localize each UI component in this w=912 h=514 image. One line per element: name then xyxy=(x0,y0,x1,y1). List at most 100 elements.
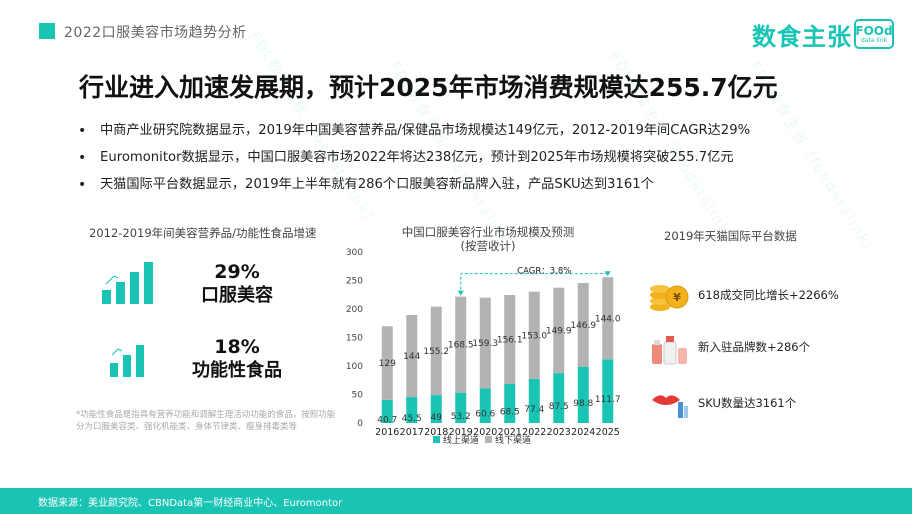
page-headline: 行业进入加速发展期，预计2025年市场消费规模达255.7亿元 xyxy=(79,73,778,102)
logo-text: 数食主张 xyxy=(752,22,852,51)
x-tick-label: 2022 xyxy=(522,427,546,438)
x-tick-label: 2018 xyxy=(424,427,448,438)
data-label-online: 40.7 xyxy=(377,415,397,425)
bar-offline xyxy=(479,297,491,389)
footer-bar: 数据来源：美业颜究院、CBNData第一财经商业中心、Euromontor xyxy=(0,488,912,514)
bar-offline xyxy=(455,296,467,393)
rising-bar-chart-icon xyxy=(110,345,144,377)
x-tick-label: 2020 xyxy=(473,427,497,438)
bar-online xyxy=(553,373,565,423)
bar-online xyxy=(479,388,491,423)
cagr-annotation: CAGR：3.8% xyxy=(517,267,571,277)
data-label-offline: 129 xyxy=(379,359,396,369)
bar-online xyxy=(406,397,418,423)
right-panel-title: 2019年天猫国际平台数据 xyxy=(664,229,797,243)
data-label-online: 49 xyxy=(431,413,443,423)
data-label-online: 68.5 xyxy=(500,407,520,417)
logo-badge: FOOd data link xyxy=(854,19,894,49)
bullet-item: 天猫国际平台数据显示，2019年上半年就有286个口服美容新品牌入驻，产品SKU… xyxy=(78,176,878,203)
bar-online xyxy=(602,359,614,423)
bar-offline xyxy=(381,326,393,400)
bar-offline xyxy=(577,282,589,367)
tmall-stat-text: 618成交同比增长+2266% xyxy=(698,288,839,302)
logo-badge-top: FOOd xyxy=(855,23,893,38)
data-label-offline: 153.0 xyxy=(521,331,547,341)
stat-label: 功能性食品 xyxy=(192,360,282,381)
data-label-online: 111.7 xyxy=(595,395,621,405)
x-tick-label: 2021 xyxy=(498,427,522,438)
bar-offline xyxy=(528,291,540,379)
stat-oral-beauty: 29% 口服美容 xyxy=(100,258,310,318)
stat-functional-food: 18% 功能性食品 xyxy=(100,333,310,393)
bar-offline xyxy=(553,287,565,374)
svg-text:¥: ¥ xyxy=(673,291,681,304)
legend-label-online: 线上渠道 xyxy=(443,434,479,446)
bar-online xyxy=(455,392,467,423)
tmall-stat-sku: SKU数量达3161个 xyxy=(648,384,888,424)
data-label-offline: 168.5 xyxy=(448,341,474,351)
x-tick-label: 2024 xyxy=(571,427,595,438)
x-tick-label: 2016 xyxy=(375,427,399,438)
legend-swatch-offline xyxy=(485,436,492,443)
tmall-stat-brands: 新入驻品牌数+286个 xyxy=(648,328,888,368)
cagr-connector xyxy=(460,273,609,295)
y-tick-label: 100 xyxy=(346,362,363,372)
chart-subtitle: (按营收计) xyxy=(460,239,516,253)
tmall-stat-text: 新入驻品牌数+286个 xyxy=(698,340,811,354)
rising-bar-chart-icon xyxy=(102,262,153,304)
x-tick-label: 2019 xyxy=(449,427,473,438)
bar-offline xyxy=(504,294,516,384)
data-label-offline: 144 xyxy=(403,352,420,362)
x-tick-label: 2017 xyxy=(400,427,424,438)
x-tick-label: 2025 xyxy=(596,427,620,438)
bar-online xyxy=(381,399,393,423)
stat-label: 口服美容 xyxy=(201,285,273,306)
cagr-arrow-right xyxy=(604,271,611,277)
stat-percent: 18% xyxy=(214,336,260,358)
x-tick-label: 2023 xyxy=(547,427,571,438)
data-label-online: 53.2 xyxy=(451,412,471,422)
header-accent-square xyxy=(39,23,55,39)
stat-percent: 29% xyxy=(214,261,260,283)
data-label-offline: 144.0 xyxy=(595,314,621,324)
bar-offline xyxy=(406,314,418,398)
cagr-arrow-left xyxy=(457,290,464,296)
logo-badge-sub: data link xyxy=(860,36,888,44)
data-label-online: 87.5 xyxy=(549,402,569,412)
bar-online xyxy=(528,378,540,423)
data-label-offline: 149.9 xyxy=(546,326,572,336)
data-label-online: 77.4 xyxy=(524,405,544,415)
bullet-item: 中商产业研究院数据显示，2019年中国美容营养品/保健品市场规模达149亿元，2… xyxy=(78,122,878,149)
bar-offline xyxy=(602,277,614,360)
tmall-stat-618: ¥ 618成交同比增长+2266% xyxy=(648,276,888,316)
header-title: 2022口服美容市场趋势分析 xyxy=(64,25,247,41)
brand-logo: 数食主张 FOOd data link xyxy=(752,18,894,51)
tmall-stat-text: SKU数量达3161个 xyxy=(698,396,797,410)
bar-online xyxy=(430,395,442,423)
footnote: *功能性食品是指具有营养功能和调解生理活动功能的食品，按照功能分为口服美容类、强… xyxy=(76,410,336,432)
data-label-offline: 156.1 xyxy=(497,335,523,345)
bar-offline xyxy=(430,306,442,396)
y-tick-label: 300 xyxy=(346,248,363,258)
data-source-note: 数据来源：美业颜究院、CBNData第一财经商业中心、Euromontor xyxy=(38,498,343,509)
data-label-offline: 155.2 xyxy=(423,347,449,357)
chart-title-block: 中国口服美容行业市场规模及预测 (按营收计) xyxy=(388,225,588,253)
chart-title: 中国口服美容行业市场规模及预测 xyxy=(401,225,575,239)
bar-online xyxy=(577,366,589,423)
legend-label-offline: 线下渠道 xyxy=(495,434,531,446)
y-tick-label: 250 xyxy=(346,277,363,287)
bullet-list: 中商产业研究院数据显示，2019年中国美容营养品/保健品市场规模达149亿元，2… xyxy=(78,122,878,203)
y-tick-label: 0 xyxy=(357,419,363,429)
left-panel-title: 2012-2019年间美容营养品/功能性食品增速 xyxy=(89,226,317,240)
y-tick-label: 200 xyxy=(346,305,363,315)
legend-swatch-online xyxy=(433,436,440,443)
bullet-item: Euromonitor数据显示，中国口服美容市场2022年将达238亿元，预计到… xyxy=(78,149,878,176)
data-label-offline: 159.3 xyxy=(472,339,498,349)
data-label-online: 45.5 xyxy=(402,414,422,424)
bar-online xyxy=(504,383,516,423)
data-label-offline: 146.9 xyxy=(570,321,596,331)
bottles-icon xyxy=(652,336,687,365)
y-tick-label: 50 xyxy=(352,391,364,401)
y-tick-label: 150 xyxy=(346,334,363,344)
